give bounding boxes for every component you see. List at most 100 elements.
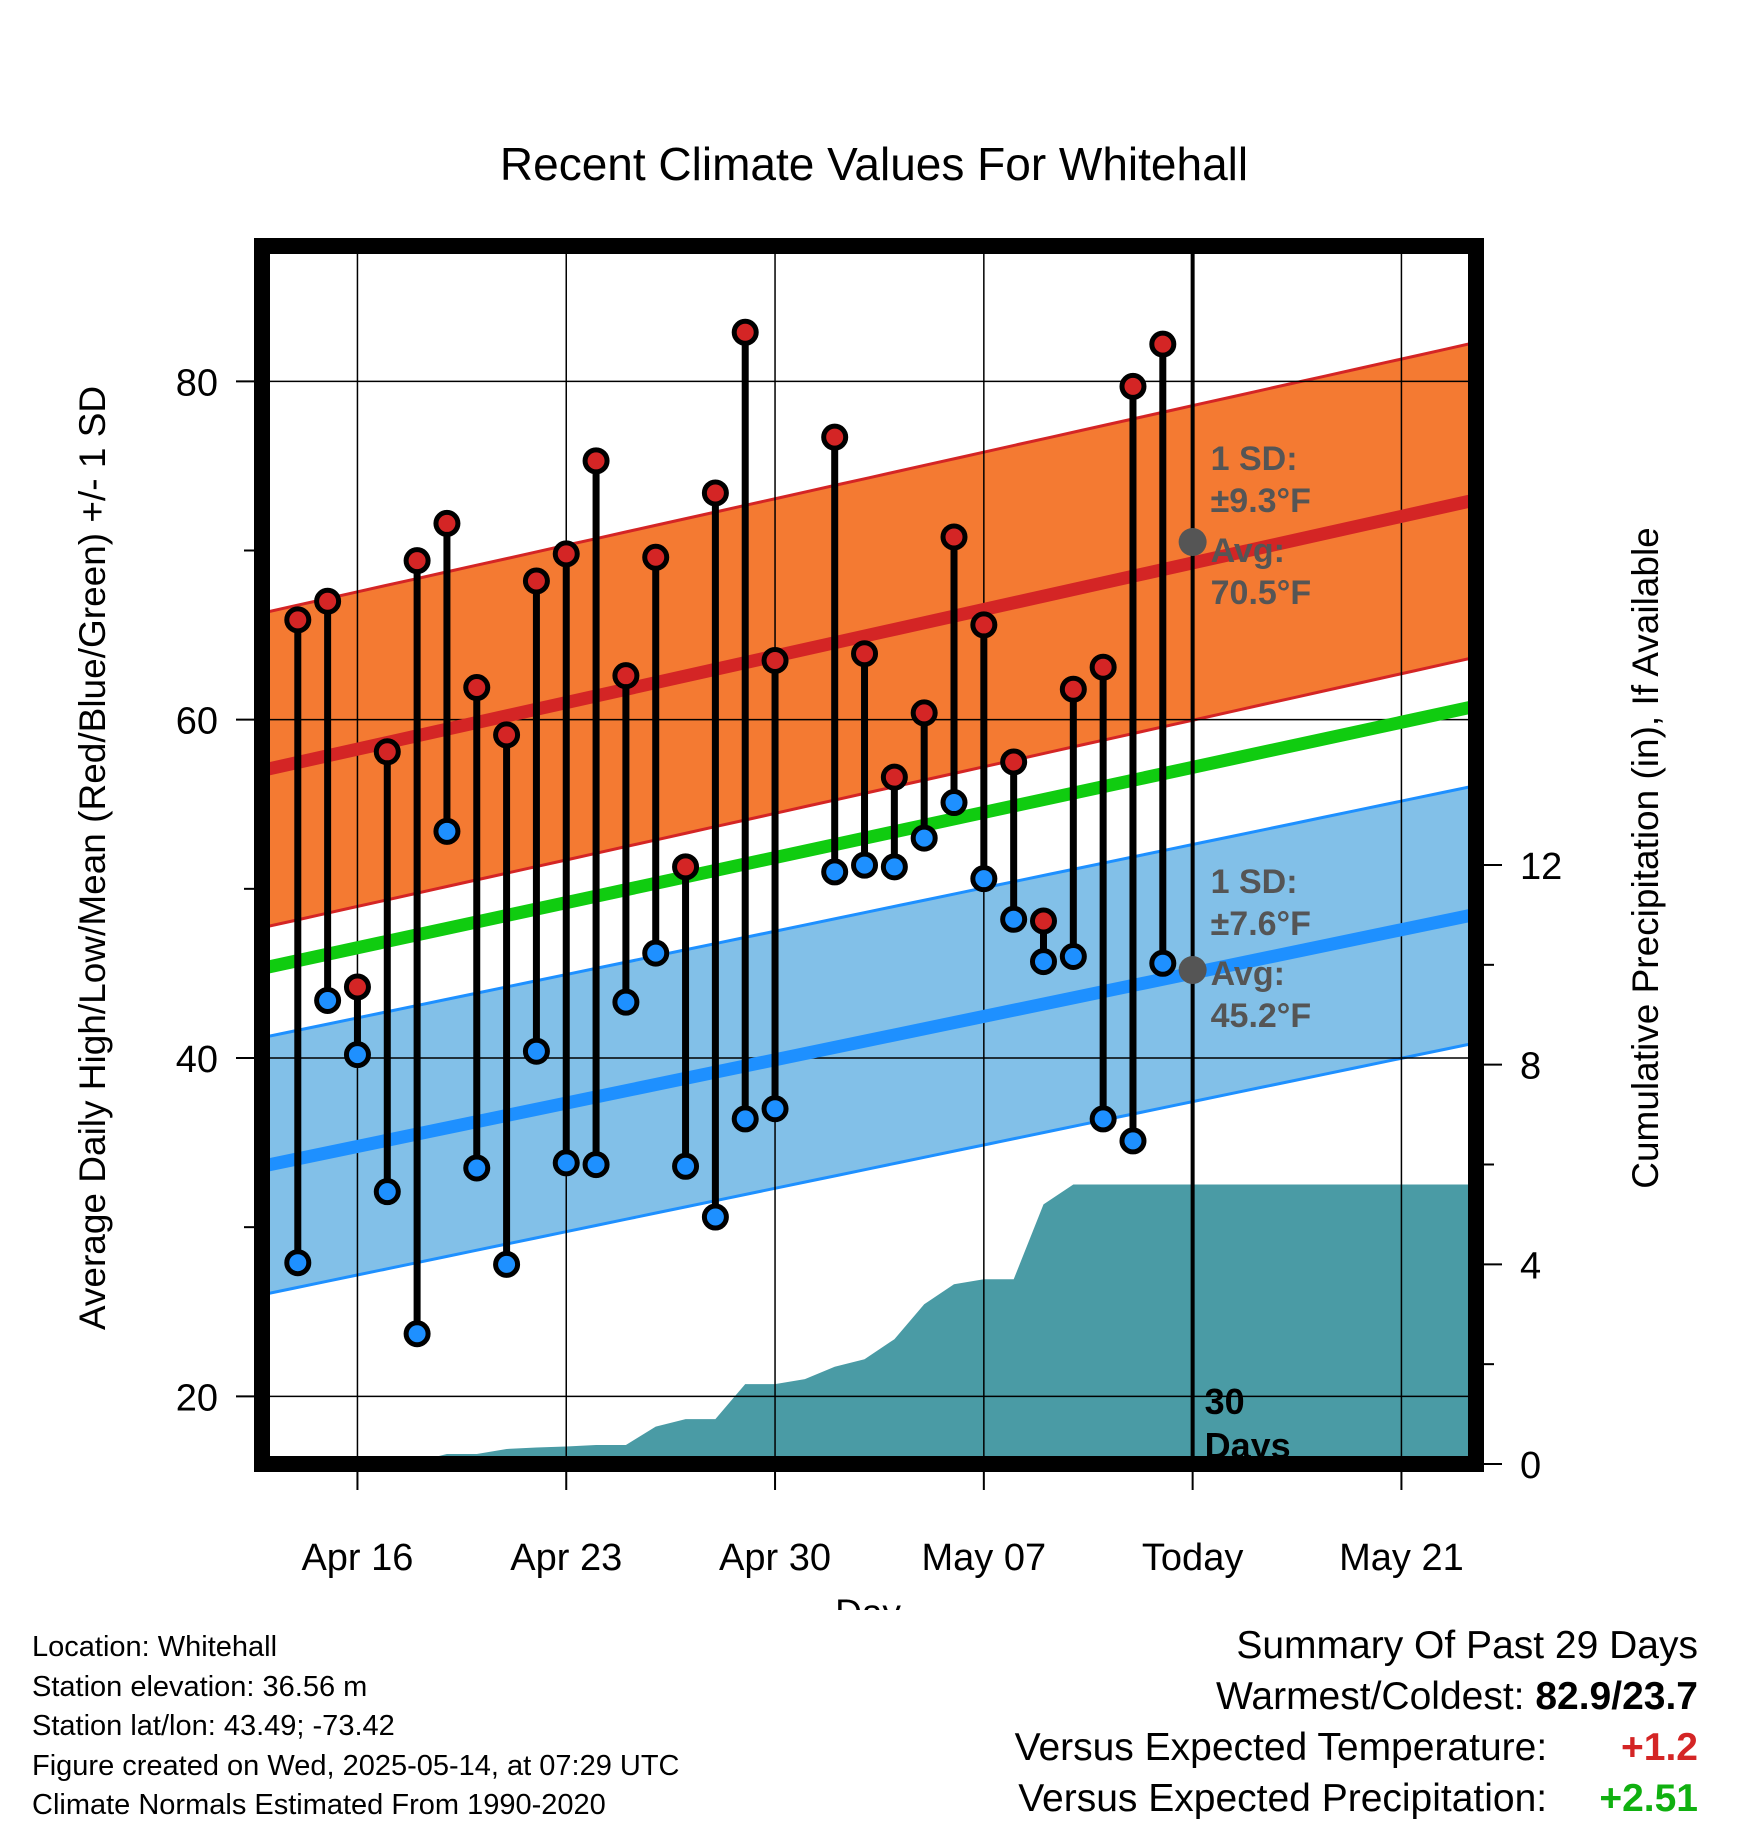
daily-low-point <box>880 853 908 881</box>
daily-high-point <box>1149 330 1177 358</box>
warmest-label: Warmest/Coldest: <box>1216 1675 1525 1718</box>
daily-low-point <box>493 1250 521 1278</box>
daily-low-point <box>1149 949 1177 977</box>
daily-low-point <box>1089 1105 1117 1133</box>
low-sd-label: 1 SD: <box>1211 863 1298 901</box>
daily-high-point <box>1059 675 1087 703</box>
low-avg-label: Avg: <box>1211 955 1285 993</box>
daily-high-point <box>612 662 640 690</box>
x-tick-label: Apr 16 <box>301 1537 413 1579</box>
daily-high-point <box>821 423 849 451</box>
daily-high-point <box>672 853 700 881</box>
daily-high-point <box>373 738 401 766</box>
x-tick-label: Apr 23 <box>510 1537 622 1579</box>
daily-high-point <box>1000 748 1028 776</box>
daily-high-point <box>433 509 461 537</box>
x-tick-label: Apr 30 <box>719 1537 831 1579</box>
low-today-avg-dot <box>1178 956 1207 985</box>
daily-high-point <box>284 606 312 634</box>
summary-precip-row: Versus Expected Precipitation: +2.51 <box>1015 1773 1698 1824</box>
daily-high-point <box>880 763 908 791</box>
y-right-tick-label: 0 <box>1520 1445 1541 1487</box>
daily-high-point <box>552 540 580 568</box>
high-avg-label: Avg: <box>1211 532 1285 570</box>
location-text: Location: Whitehall <box>32 1631 278 1663</box>
daily-high-point <box>522 567 550 595</box>
daily-low-point <box>970 865 998 893</box>
y-right-tick-label: 12 <box>1520 846 1562 888</box>
plot-frame <box>254 238 1484 1472</box>
daily-low-point <box>731 1105 759 1133</box>
y-left-tick-label: 40 <box>176 1039 218 1081</box>
high-sd-value: ±9.3°F <box>1211 482 1311 520</box>
climate-chart: Recent Climate Values For Whitehall 1 SD… <box>72 138 1666 1610</box>
high-average-line <box>262 493 1476 777</box>
summary-temp-row: Versus Expected Temperature: +1.2 <box>1015 1722 1698 1773</box>
daily-low-point <box>552 1149 580 1177</box>
daily-low-point <box>582 1151 610 1179</box>
daily-low-point <box>314 986 342 1014</box>
daily-high-point <box>851 640 879 668</box>
chart-title: Recent Climate Values For Whitehall <box>500 138 1248 190</box>
daily-low-point <box>851 851 879 879</box>
daily-low-point <box>701 1203 729 1231</box>
summary-panel: Summary Of Past 29 Days Warmest/Coldest:… <box>1015 1620 1698 1824</box>
daily-high-point <box>314 587 342 615</box>
temp-label: Versus Expected Temperature: <box>1014 1726 1548 1769</box>
daily-low-point <box>672 1152 700 1180</box>
daily-low-point <box>940 789 968 817</box>
low-avg-value: 45.2°F <box>1211 997 1312 1035</box>
y-left-tick-label: 60 <box>176 701 218 743</box>
daily-high-point <box>1089 653 1117 681</box>
warmest-value: 82.9/23.7 <box>1535 1675 1698 1718</box>
y-axis-right-label: Cumulative Precipitation (in), If Availa… <box>1625 527 1666 1189</box>
mean-average-line <box>262 699 1476 975</box>
daily-high-point <box>701 479 729 507</box>
daily-low-point <box>910 824 938 852</box>
precipitation-area <box>262 1184 1476 1464</box>
precip-value: +2.51 <box>1599 1777 1698 1820</box>
high-sd-label: 1 SD: <box>1211 440 1298 478</box>
daily-low-point <box>1000 905 1028 933</box>
daily-high-point <box>582 447 610 475</box>
days-count-label: 30 <box>1205 1381 1245 1422</box>
daily-high-point <box>1029 907 1057 935</box>
daily-low-point <box>612 988 640 1016</box>
summary-title: Summary Of Past 29 Days <box>1236 1624 1698 1667</box>
high-sd-upper-line <box>262 340 1476 615</box>
daily-high-point <box>761 646 789 674</box>
x-tick-label: May 21 <box>1339 1537 1464 1579</box>
daily-high-point <box>910 699 938 727</box>
low-sd-upper-line <box>262 784 1476 1040</box>
high-sd-lower-line <box>262 655 1476 930</box>
latlon-text: Station lat/lon: 43.49; -73.42 <box>32 1710 395 1742</box>
y-right-tick-label: 8 <box>1520 1046 1541 1088</box>
daily-high-point <box>970 611 998 639</box>
daily-high-point <box>343 973 371 1001</box>
y-axis-left-label: Average Daily High/Low/Mean (Red/Blue/Gr… <box>72 386 113 1330</box>
daily-high-point <box>463 674 491 702</box>
low-average-line <box>262 907 1476 1173</box>
x-axis-label: Day <box>835 1592 901 1610</box>
low-sd-value: ±7.6°F <box>1211 905 1311 943</box>
low-sd-lower-line <box>262 1041 1476 1297</box>
daily-high-point <box>731 318 759 346</box>
elevation-text: Station elevation: 36.56 m <box>32 1670 368 1703</box>
daily-high-point <box>493 721 521 749</box>
summary-warmest-row: Warmest/Coldest: 82.9/23.7 <box>1015 1671 1698 1722</box>
daily-low-point <box>433 817 461 845</box>
daily-high-point <box>1119 372 1147 400</box>
plot-area: 1 SD: ±9.3°F Avg: 70.5°F 1 SD: ±7.6°F Avg: 45.2… <box>176 238 1562 1579</box>
high-today-avg-dot <box>1178 528 1207 557</box>
x-tick-label: Today <box>1142 1537 1243 1579</box>
daily-low-point <box>642 939 670 967</box>
daily-low-point <box>1119 1127 1147 1155</box>
daily-high-point <box>940 523 968 551</box>
x-tick-label: May 07 <box>922 1537 1047 1579</box>
y-left-tick-label: 80 <box>176 362 218 404</box>
daily-high-point <box>403 547 431 575</box>
daily-low-point <box>1059 943 1087 970</box>
created-text: Figure created on Wed, 2025-05-14, at 07… <box>32 1749 680 1782</box>
station-info: Location: Whitehall Station elevation: 3… <box>32 1628 680 1826</box>
precip-label: Versus Expected Precipitation: <box>1018 1777 1548 1820</box>
